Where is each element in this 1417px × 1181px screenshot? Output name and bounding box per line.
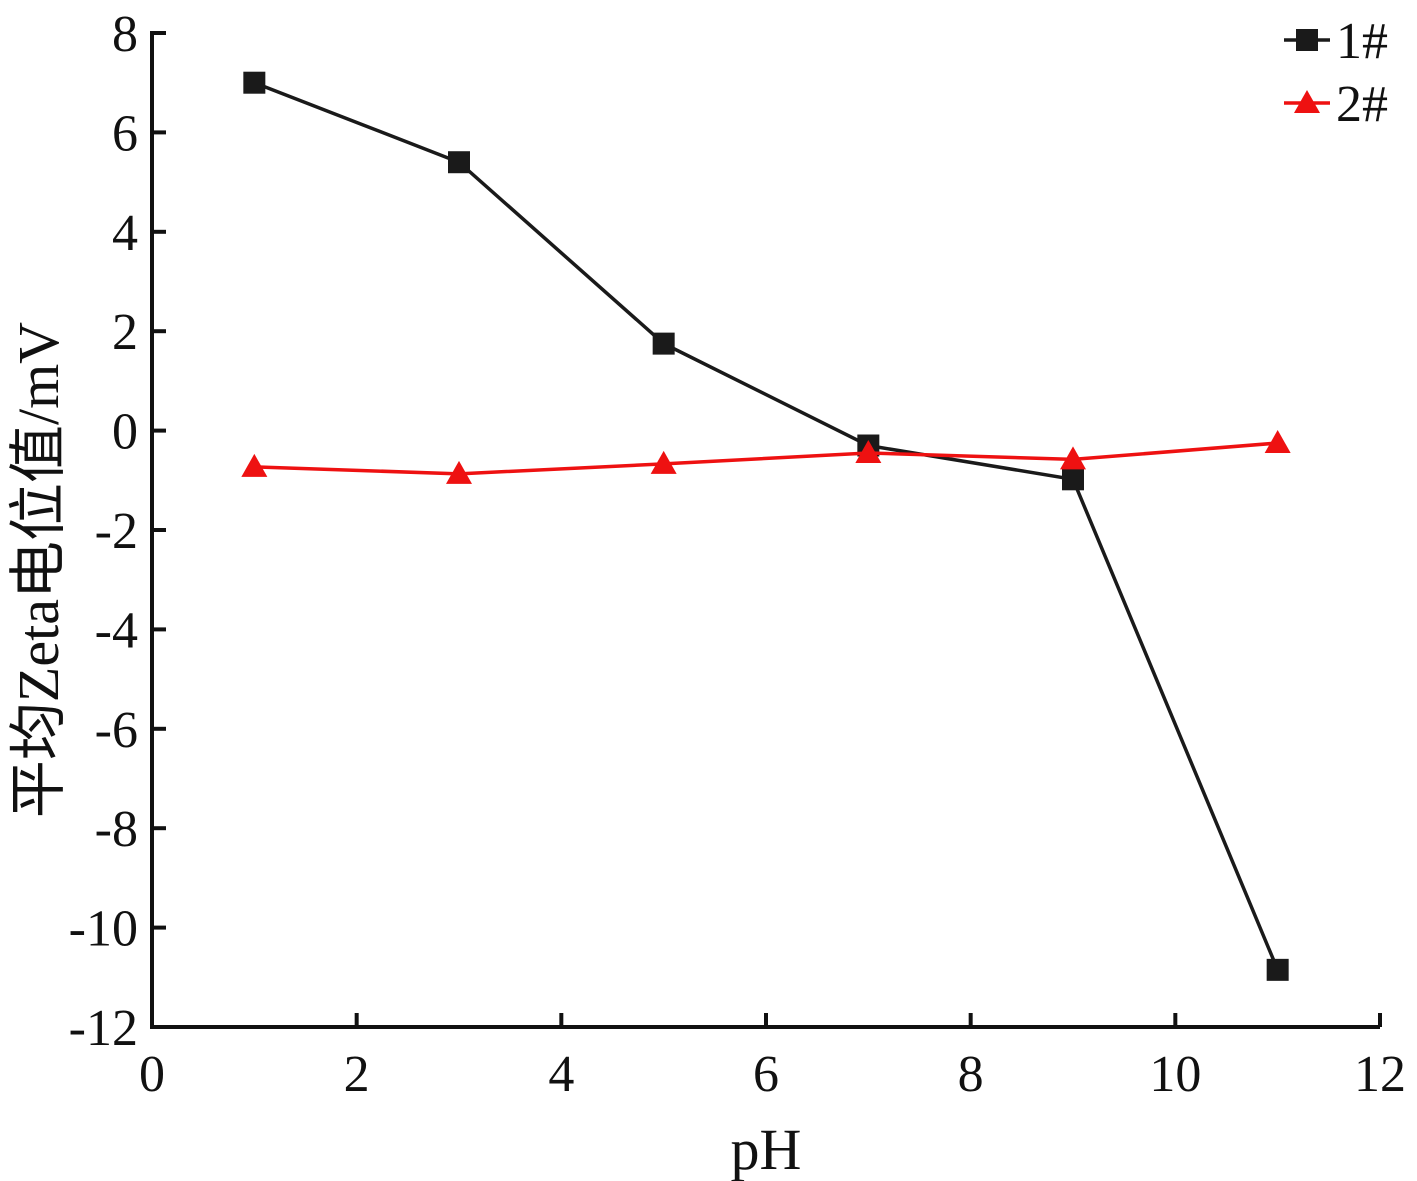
y-tick-label: 8: [112, 6, 138, 63]
y-tick-label: -2: [95, 503, 138, 560]
series-2-point: [1264, 430, 1291, 454]
series-2-point: [1060, 446, 1086, 470]
x-tick-label: 0: [139, 1046, 165, 1103]
legend-label-2: 2#: [1336, 76, 1388, 133]
series-1-point: [448, 151, 470, 174]
series-1-point: [1266, 958, 1289, 981]
x-tick-label: 2: [344, 1046, 370, 1103]
x-axis-label: pH: [731, 1117, 802, 1181]
y-tick-label: 4: [112, 205, 138, 262]
series-1-line: [253, 81, 1280, 971]
y-tick-label: 0: [112, 404, 138, 461]
y-axis-label: 平均Zeta电位值/mV: [6, 322, 71, 818]
legend-label-1: 1#: [1336, 13, 1388, 70]
y-tick-label: -10: [69, 901, 138, 958]
series-1: [243, 71, 1289, 981]
legend-marker-1: [1296, 29, 1318, 51]
series-2-line: [254, 441, 1278, 476]
legend: 1#2#: [1284, 13, 1388, 133]
y-tick-label: -6: [95, 702, 138, 759]
series-2-point: [650, 450, 677, 474]
y-tick-label: 6: [112, 105, 138, 162]
series-2-point: [446, 460, 472, 484]
y-tick-label: -8: [95, 801, 138, 858]
x-tick-label: 12: [1354, 1046, 1406, 1103]
series-2-point: [855, 439, 882, 463]
y-tick-label: -4: [95, 602, 138, 659]
y-tick-label: 2: [112, 304, 138, 361]
y-tick-label: -12: [69, 1000, 138, 1057]
series-1-point: [1062, 468, 1084, 491]
series-2: [241, 430, 1291, 484]
x-tick-label: 10: [1149, 1046, 1201, 1103]
series-layer: [241, 71, 1291, 981]
legend-marker-2: [1294, 90, 1320, 113]
x-tick-label: 8: [958, 1046, 984, 1103]
series-1-point: [652, 332, 675, 355]
series-1-point: [243, 71, 266, 94]
x-tick-label: 4: [548, 1046, 574, 1103]
series-2-point: [241, 453, 268, 477]
x-tick-label: 6: [753, 1046, 779, 1103]
